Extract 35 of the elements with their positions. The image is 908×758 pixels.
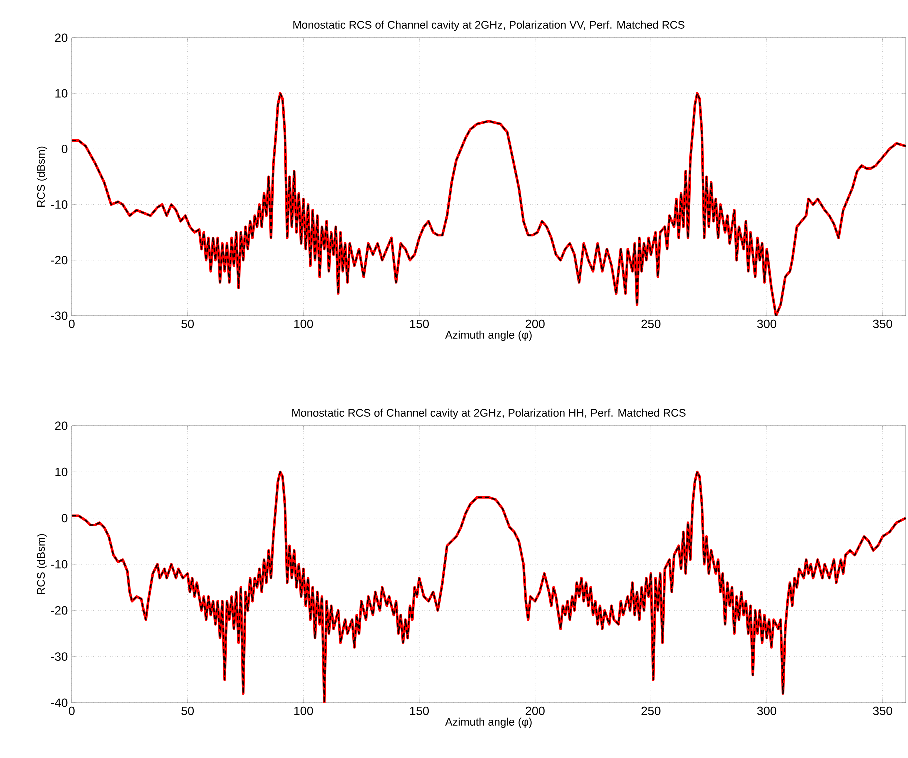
x-tick-label: 150 (410, 320, 430, 328)
x-axis-title: Azimuth angle (φ) (445, 718, 532, 728)
y-tick-label: 0 (62, 144, 68, 154)
x-tick-label: 350 (873, 320, 892, 328)
y-tick-label: -40 (51, 698, 68, 708)
x-tick-label: 100 (294, 320, 314, 328)
y-tick-label: -10 (51, 200, 68, 210)
y-tick-label: -30 (51, 312, 68, 320)
x-tick-label: 50 (182, 706, 194, 716)
y-tick-label: 0 (62, 514, 68, 523)
chart-title: Monostatic RCS of Channel cavity at 2GHz, Polarization HH, Perf. Matched RCS (292, 408, 686, 420)
x-axis-title: Azimuth angle (φ) (445, 330, 532, 342)
x-tick-label: 0 (69, 320, 75, 328)
x-tick-label: 200 (526, 320, 545, 328)
x-tick-label: 300 (757, 320, 777, 328)
y-tick-label: -30 (51, 652, 68, 662)
y-tick-label: 20 (55, 34, 68, 42)
y-axis-title: RCS (dBsm) (37, 534, 48, 594)
y-tick-label: 10 (56, 468, 68, 476)
y-tick-label: 10 (56, 89, 68, 98)
y-tick-label: 20 (55, 422, 68, 430)
x-tick-label: 0 (69, 706, 75, 716)
x-tick-label: 250 (642, 706, 661, 716)
x-tick-label: 250 (642, 320, 661, 328)
x-tick-label: 50 (182, 320, 194, 328)
x-tick-label: 350 (873, 706, 892, 716)
y-tick-label: -20 (51, 606, 68, 615)
x-tick-label: 200 (526, 706, 545, 716)
y-axis-title: RCS (dBsm) (37, 146, 48, 207)
y-tick-label: -20 (51, 256, 68, 265)
x-tick-label: 100 (294, 706, 314, 716)
chart-title: Monostatic RCS of Channel cavity at 2GHz, Polarization VV, Perf. Matched RCS (294, 20, 685, 32)
y-tick-label: -10 (51, 560, 68, 569)
x-tick-label: 300 (757, 706, 777, 716)
x-tick-label: 150 (410, 706, 430, 716)
